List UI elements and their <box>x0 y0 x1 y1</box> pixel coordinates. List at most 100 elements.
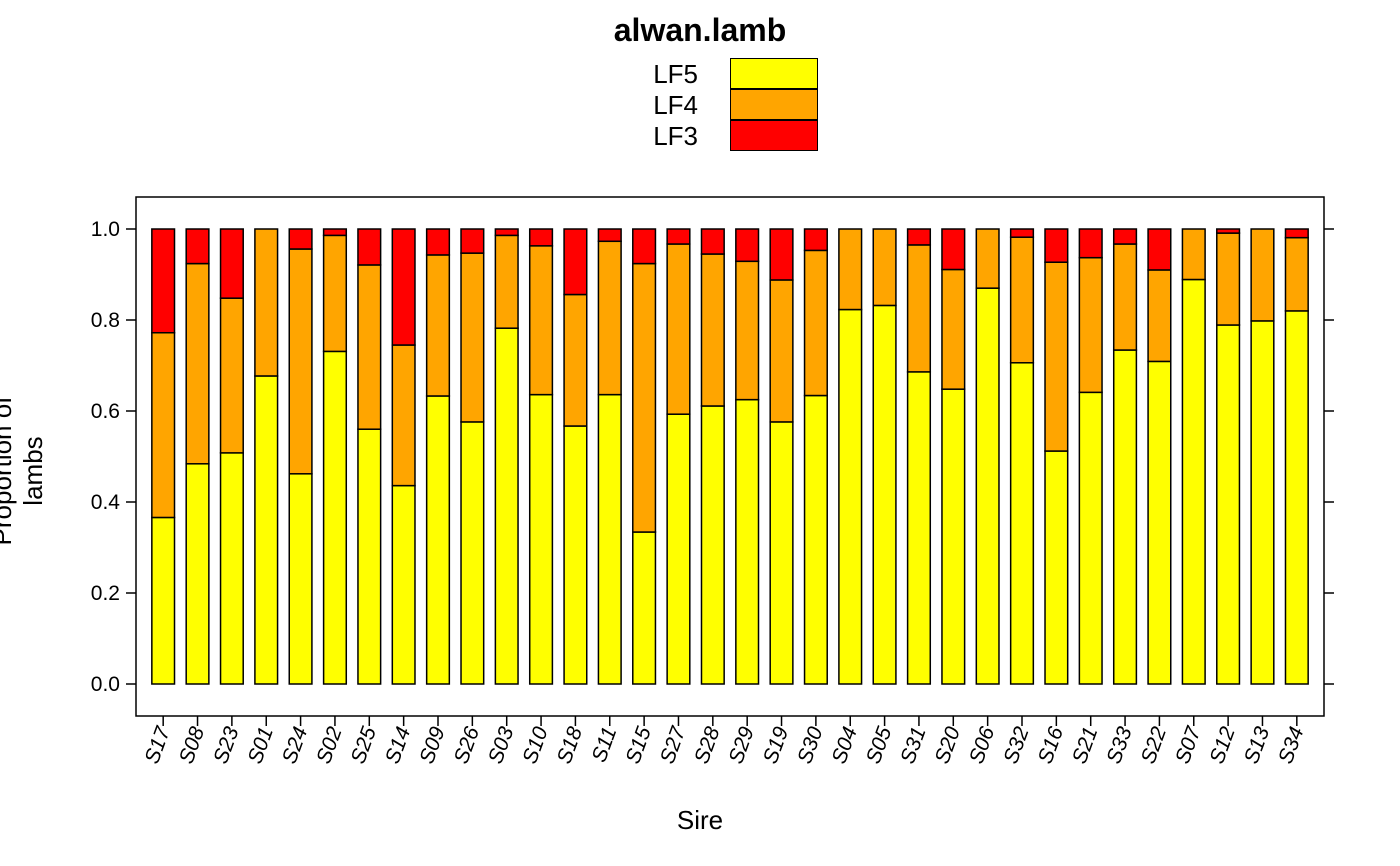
bar-lf5-s04 <box>838 308 863 685</box>
x-tick-label: S16 <box>1034 724 1069 767</box>
bar-lf4-s32 <box>1009 236 1035 364</box>
bar-lf5-s19 <box>769 421 794 685</box>
y-axis-title: Proportion of lambs <box>0 396 48 546</box>
bar-lf5-s01 <box>254 375 279 685</box>
legend-swatch-lf4 <box>730 89 818 120</box>
x-tick-label: S30 <box>793 724 828 767</box>
x-tick-label: S07 <box>1171 723 1206 767</box>
bar-lf4-s33 <box>1112 243 1138 351</box>
bar-lf5-s10 <box>528 393 554 685</box>
bar-lf3-s15 <box>632 228 657 265</box>
bar-lf5-s09 <box>425 395 451 685</box>
bar-lf4-s17 <box>151 331 176 519</box>
chart-title: alwan.lamb <box>613 12 787 48</box>
bar-lf4-s14 <box>391 344 416 487</box>
bar-lf3-s08 <box>185 228 210 265</box>
bar-lf3-s12 <box>1216 228 1241 234</box>
x-tick-label: S15 <box>621 724 656 767</box>
bar-lf4-s25 <box>357 264 382 430</box>
bar-lf5-s27 <box>666 413 691 685</box>
bar-lf5-s17 <box>151 516 176 685</box>
bar-lf5-s29 <box>735 398 760 685</box>
bar-lf5-s12 <box>1216 324 1241 685</box>
bar-lf4-s27 <box>666 243 691 415</box>
bar-lf3-s30 <box>803 228 828 252</box>
x-axis-title: Sire <box>676 805 724 835</box>
bar-lf3-s29 <box>735 228 760 263</box>
bar-lf5-s33 <box>1112 349 1138 685</box>
bar-lf3-s32 <box>1009 228 1035 238</box>
bar-lf4-s07 <box>1181 228 1206 281</box>
bar-lf4-s20 <box>941 268 966 390</box>
bar-lf3-s16 <box>1044 228 1069 263</box>
x-tick-label: S13 <box>1240 724 1275 767</box>
x-tick-label: S05 <box>862 724 897 767</box>
bar-lf4-s16 <box>1044 261 1069 452</box>
x-tick-label: S01 <box>244 724 278 767</box>
x-tick-label: S04 <box>828 724 862 767</box>
bar-lf4-s26 <box>460 252 485 423</box>
bar-lf3-s10 <box>528 228 554 247</box>
bar-lf4-s15 <box>632 262 657 533</box>
bar-lf4-s13 <box>1250 228 1275 322</box>
x-tick-label: S25 <box>347 724 382 767</box>
legend-swatch-lf5 <box>730 58 818 89</box>
bar-lf3-s20 <box>941 228 966 271</box>
legend-item-lf5: LF5 <box>560 58 840 90</box>
legend-swatch-lf3 <box>730 120 818 151</box>
bar-lf4-s12 <box>1216 232 1241 326</box>
bar-lf3-s22 <box>1147 228 1172 271</box>
bar-lf3-s19 <box>769 228 794 281</box>
x-tick-label: S06 <box>965 724 1000 767</box>
x-tick-label: S34 <box>1274 724 1308 767</box>
x-tick-label: S27 <box>656 723 691 767</box>
bar-lf4-s22 <box>1147 269 1172 363</box>
x-tick-label: S08 <box>175 724 210 767</box>
bar-lf4-s34 <box>1284 236 1309 312</box>
bar-lf5-s05 <box>872 304 897 685</box>
bar-lf5-s24 <box>288 473 313 685</box>
x-tick-label: S23 <box>209 724 244 767</box>
bar-lf3-s03 <box>494 228 519 237</box>
bar-lf3-s27 <box>666 228 691 245</box>
y-tick-label: 0.8 <box>91 309 120 332</box>
bar-lf5-s03 <box>494 327 519 685</box>
bar-lf3-s23 <box>219 228 244 299</box>
bar-lf3-s18 <box>563 228 588 296</box>
bar-lf4-s18 <box>563 293 588 427</box>
x-tick-label: S31 <box>896 724 930 767</box>
legend: LF5 LF4 LF3 <box>560 58 840 154</box>
bar-lf3-s25 <box>357 228 382 266</box>
legend-item-lf4: LF4 <box>560 89 840 121</box>
x-tick-label: S12 <box>1205 724 1240 767</box>
bar-lf5-s18 <box>563 425 588 685</box>
bar-lf4-s31 <box>906 244 932 373</box>
bar-lf3-s11 <box>597 228 622 243</box>
bar-lf4-s05 <box>872 228 897 307</box>
bar-lf3-s21 <box>1078 228 1103 259</box>
bar-lf4-s10 <box>528 245 554 396</box>
x-tick-label: S21 <box>1068 724 1102 767</box>
bar-lf3-s02 <box>322 228 348 237</box>
bar-lf3-s34 <box>1284 228 1309 239</box>
bar-lf5-s21 <box>1078 391 1103 685</box>
bar-lf5-s22 <box>1147 360 1172 685</box>
bar-lf3-s31 <box>906 228 932 246</box>
plot-frame <box>135 196 1325 717</box>
x-tick-label: S33 <box>1102 724 1137 767</box>
legend-label-lf5: LF5 <box>653 59 698 89</box>
bar-lf5-s28 <box>700 405 725 685</box>
bar-lf5-s08 <box>185 463 210 685</box>
y-tick-label: 1.0 <box>91 218 120 241</box>
x-tick-label: S20 <box>931 724 966 767</box>
bar-lf3-s28 <box>700 228 725 255</box>
bar-lf4-s03 <box>494 234 519 329</box>
bar-lf5-s32 <box>1009 362 1035 685</box>
bar-lf5-s11 <box>597 393 622 685</box>
bar-lf5-s15 <box>632 531 657 685</box>
x-tick-label: S18 <box>553 724 588 767</box>
bar-lf3-s24 <box>288 228 313 250</box>
y-tick-label: 0.2 <box>91 582 120 605</box>
bar-lf4-s06 <box>975 228 1000 289</box>
